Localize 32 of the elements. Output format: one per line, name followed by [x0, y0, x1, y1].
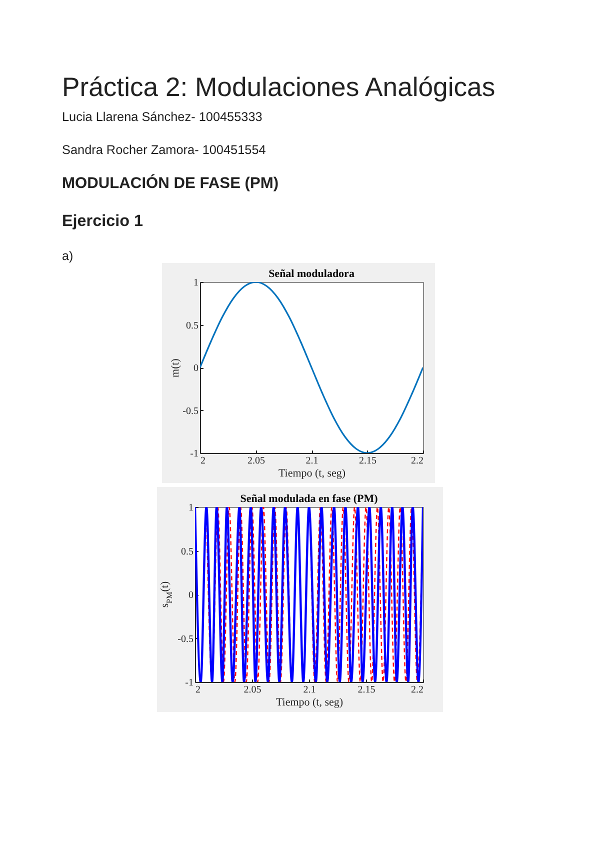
line-series — [200, 282, 423, 453]
y-tick-label: 0.5 — [181, 546, 194, 558]
x-tick-label: 2.2 — [411, 684, 424, 696]
y-tick-label: 0 — [194, 363, 198, 374]
x-tick-label: 2 — [196, 684, 200, 696]
text: Sandra Rocher Zamora- 100451554 — [62, 143, 266, 157]
chart-title: Señal modulada en fase (PM) — [240, 493, 378, 505]
y-axis-title: m(t) — [170, 358, 182, 378]
y-tick-label: -0.5 — [182, 406, 198, 417]
text: Ejercicio 1 — [62, 212, 143, 230]
y-tick-label: 0 — [188, 590, 194, 601]
x-tick-label: 2 — [200, 456, 206, 466]
x-tick-label: 2.05 — [244, 684, 262, 696]
chart-title: Señal moduladora — [268, 268, 355, 280]
x-tick-label: 2.15 — [359, 456, 376, 466]
y-tick-label: -0.5 — [178, 634, 194, 645]
y-tick-label: 1 — [194, 278, 198, 288]
x-tick-label: 2.2 — [411, 456, 424, 466]
text: a) — [62, 249, 74, 263]
x-axis-title: Tiempo (t, seg) — [278, 468, 346, 480]
text: Lucia Llarena Sánchez- 100455333 — [62, 110, 262, 124]
text: MODULACIÓN DE FASE (PM) — [62, 175, 279, 192]
x-tick-label: 2.15 — [358, 684, 376, 696]
x-tick-label: 2.1 — [306, 456, 318, 466]
x-axis-title: Tiempo (t, seg) — [276, 696, 344, 708]
x-tick-label: 2.1 — [303, 684, 316, 696]
y-tick-label: 0.5 — [186, 320, 198, 332]
x-tick-label: 2.05 — [248, 456, 265, 466]
text: Práctica 2: Modulaciones Analógicas — [62, 72, 496, 102]
y-tick-label: -1 — [185, 678, 194, 688]
y-tick-label: 1 — [188, 502, 194, 514]
y-tick-label: -1 — [190, 448, 198, 460]
